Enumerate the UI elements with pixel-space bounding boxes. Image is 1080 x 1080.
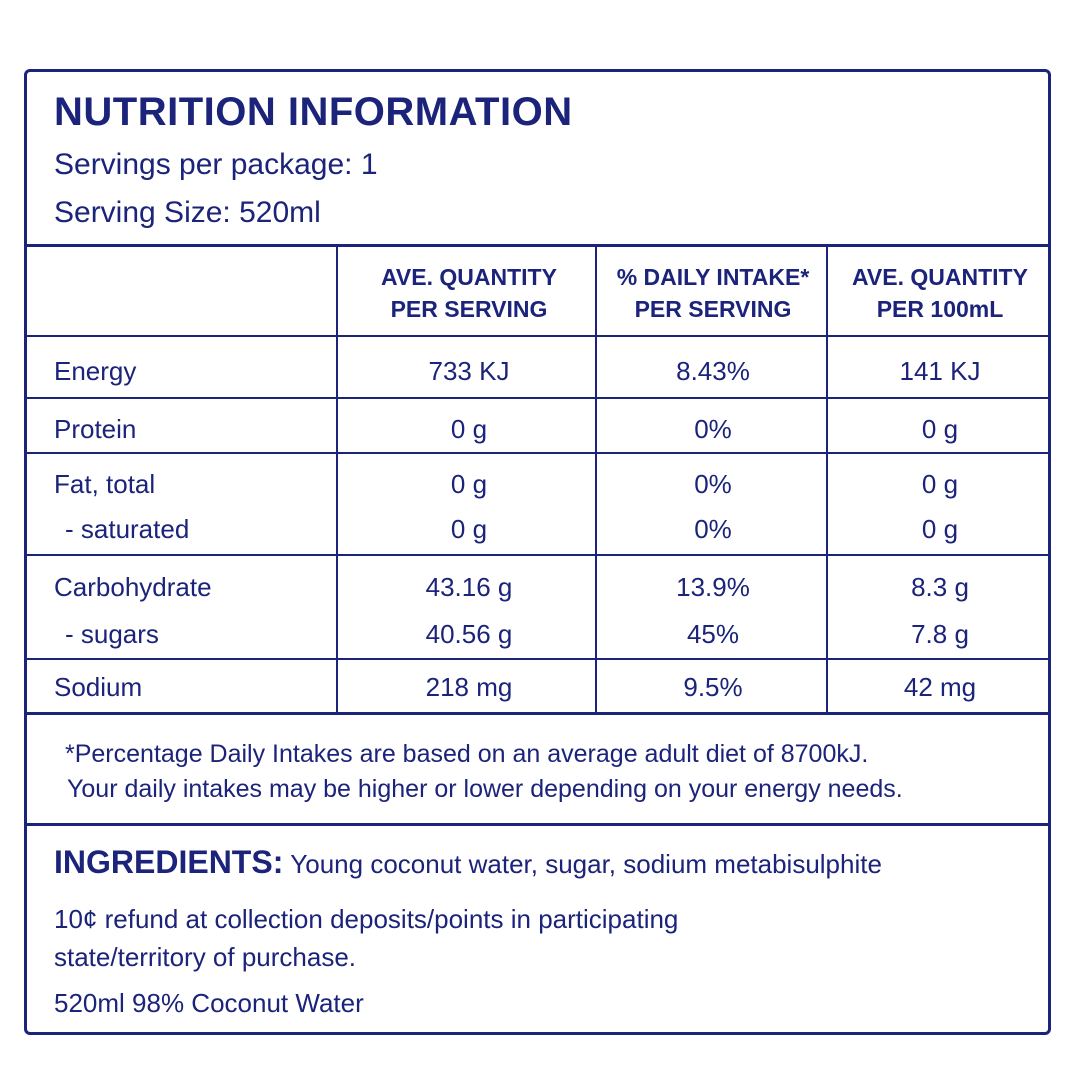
energy-per-serving: 733 KJ [428, 356, 510, 386]
sodium-per-100ml: 42 mg [903, 672, 977, 702]
protein-per-serving: 0 g [450, 414, 488, 444]
row-divider [27, 397, 1048, 399]
column-header-line: % DAILY INTAKE* [616, 264, 810, 290]
saturated-per-100ml: 0 g [921, 514, 959, 544]
refund-line: state/territory of purchase. [54, 942, 357, 972]
column-divider [336, 244, 338, 713]
column-divider [595, 244, 597, 713]
ingredients-heading: INGREDIENTS: [54, 844, 284, 880]
ingredients-text: Young coconut water, sugar, sodium metab… [290, 849, 882, 879]
footnote-line: *Percentage Daily Intakes are based on a… [65, 740, 869, 768]
fat-per-serving: 0 g [450, 469, 488, 499]
row-label-carbohydrate: Carbohydrate [54, 572, 212, 602]
sugars-daily-intake: 45% [686, 619, 740, 649]
sodium-per-serving: 218 mg [425, 672, 513, 702]
row-label-saturated: - saturated [65, 514, 190, 544]
servings-per-package: Servings per package: 1 [54, 148, 378, 181]
footnote-line: Your daily intakes may be higher or lowe… [67, 775, 903, 803]
column-header-line: PER SERVING [634, 296, 792, 322]
carbohydrate-daily-intake: 13.9% [676, 572, 750, 602]
refund-line: 10¢ refund at collection deposits/points… [54, 904, 679, 934]
column-header-per-serving: AVE. QUANTITY PER SERVING [340, 261, 598, 325]
volume-statement: 520ml 98% Coconut Water [54, 988, 364, 1018]
row-label-protein: Protein [54, 414, 137, 444]
column-header-line: PER 100mL [876, 296, 1004, 322]
row-divider [27, 554, 1048, 556]
column-header-divider [27, 335, 1048, 337]
sugars-per-100ml: 7.8 g [911, 619, 969, 649]
column-divider [826, 244, 828, 713]
row-label-fat-total: Fat, total [54, 469, 156, 499]
serving-size: Serving Size: 520ml [54, 196, 321, 229]
protein-daily-intake: 0% [694, 414, 732, 444]
column-header-line: AVE. QUANTITY [381, 264, 557, 290]
column-header-per-100ml: AVE. QUANTITY PER 100mL [829, 261, 1051, 325]
carbohydrate-per-serving: 43.16 g [425, 572, 513, 602]
protein-per-100ml: 0 g [921, 414, 959, 444]
row-label-sugars: - sugars [65, 619, 159, 649]
energy-daily-intake: 8.43% [676, 356, 750, 386]
sodium-daily-intake: 9.5% [683, 672, 743, 702]
fat-per-100ml: 0 g [921, 469, 959, 499]
row-divider [27, 452, 1048, 454]
column-header-daily-intake: % DAILY INTAKE* PER SERVING [599, 261, 827, 325]
saturated-daily-intake: 0% [694, 514, 732, 544]
table-bottom-divider [27, 712, 1048, 715]
label-title: NUTRITION INFORMATION [54, 90, 573, 134]
row-divider [27, 658, 1048, 660]
saturated-per-serving: 0 g [450, 514, 488, 544]
ingredients-line: INGREDIENTS: Young coconut water, sugar,… [54, 845, 882, 882]
column-header-line: PER SERVING [390, 296, 548, 322]
nutrition-label: NUTRITION INFORMATION Servings per packa… [24, 69, 1051, 1035]
column-header-line: AVE. QUANTITY [852, 264, 1028, 290]
header-divider [27, 244, 1048, 247]
carbohydrate-per-100ml: 8.3 g [911, 572, 969, 602]
row-label-sodium: Sodium [54, 672, 143, 702]
row-label-energy: Energy [54, 356, 137, 386]
energy-per-100ml: 141 KJ [899, 356, 981, 386]
footnote-divider [27, 823, 1048, 826]
sugars-per-serving: 40.56 g [425, 619, 513, 649]
fat-daily-intake: 0% [694, 469, 732, 499]
